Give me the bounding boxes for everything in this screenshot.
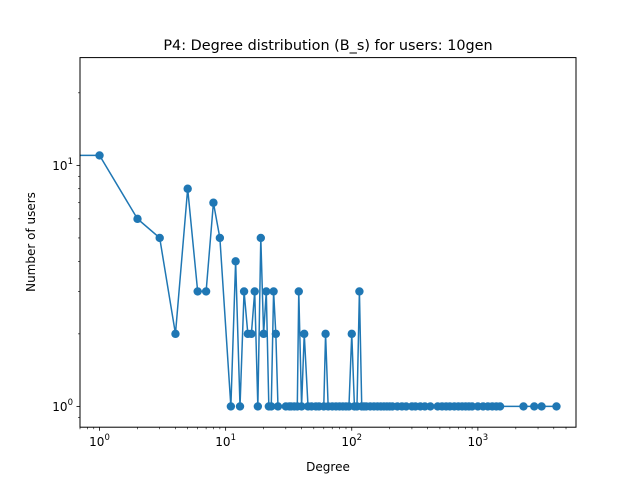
data-point bbox=[231, 257, 240, 266]
y-axis-label: Number of users bbox=[24, 192, 38, 292]
data-point bbox=[171, 329, 180, 339]
data-point bbox=[267, 402, 276, 411]
data-point bbox=[467, 402, 477, 411]
data-point bbox=[253, 402, 263, 411]
data-point bbox=[552, 402, 561, 411]
data-point bbox=[262, 287, 271, 296]
x-axis-label: Degree bbox=[306, 460, 350, 474]
data-point bbox=[201, 287, 211, 296]
data-point bbox=[250, 287, 259, 296]
data-point bbox=[226, 402, 236, 411]
data-point bbox=[247, 329, 256, 339]
data-point bbox=[209, 198, 218, 207]
data-point bbox=[426, 402, 435, 411]
data-point bbox=[530, 402, 539, 411]
data-point bbox=[155, 233, 164, 243]
data-point bbox=[235, 402, 245, 411]
data-point bbox=[256, 233, 265, 243]
data-point bbox=[193, 287, 202, 296]
data-point bbox=[133, 214, 142, 224]
data-point bbox=[273, 402, 283, 411]
plot-area bbox=[80, 151, 561, 411]
data-point bbox=[294, 287, 303, 296]
data-point bbox=[537, 402, 546, 411]
data-point bbox=[300, 329, 309, 339]
chart-title: P4: Degree distribution (B_s) for users:… bbox=[163, 38, 492, 54]
data-point bbox=[347, 329, 356, 339]
data-point bbox=[95, 151, 104, 160]
data-point bbox=[271, 329, 281, 339]
data-point bbox=[183, 184, 192, 193]
data-point bbox=[297, 402, 306, 411]
data-point bbox=[355, 287, 364, 296]
data-point bbox=[321, 329, 330, 339]
data-point bbox=[239, 287, 249, 296]
data-point bbox=[495, 402, 505, 411]
data-point bbox=[269, 287, 278, 296]
data-point bbox=[401, 402, 411, 411]
data-point bbox=[215, 233, 225, 243]
data-point bbox=[519, 402, 528, 411]
data-point bbox=[259, 329, 268, 339]
axes-frame bbox=[79, 57, 577, 428]
